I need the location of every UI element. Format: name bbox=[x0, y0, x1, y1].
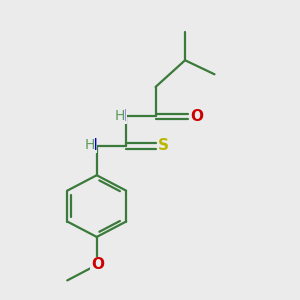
Text: N: N bbox=[85, 138, 97, 153]
Text: O: O bbox=[190, 109, 203, 124]
Text: H: H bbox=[114, 109, 125, 122]
Text: O: O bbox=[91, 257, 104, 272]
Text: H: H bbox=[85, 138, 95, 152]
Text: S: S bbox=[158, 138, 169, 153]
Text: N: N bbox=[114, 109, 127, 124]
